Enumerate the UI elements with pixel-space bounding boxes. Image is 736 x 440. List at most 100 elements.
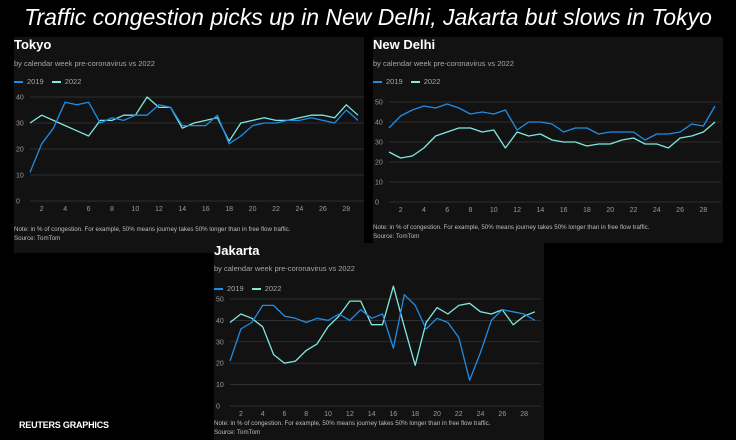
x-tick-label: 28 <box>699 207 707 214</box>
x-tick-label: 2 <box>399 207 403 214</box>
series-line-2019 <box>388 103 716 141</box>
chart-title: New Delhi <box>373 37 436 52</box>
source-text: Source: TomTom <box>14 235 61 242</box>
y-tick-label: 40 <box>375 120 383 127</box>
x-tick-label: 14 <box>368 411 376 418</box>
y-tick-label: 20 <box>16 147 24 154</box>
x-tick-label: 16 <box>560 207 568 214</box>
chart-legend: 2019 2022 <box>214 284 281 293</box>
x-tick-label: 6 <box>283 411 287 418</box>
legend-swatch-2019 <box>14 80 23 83</box>
y-tick-label: 50 <box>216 297 224 304</box>
chart-note: Note: in % of congestion. For example, 5… <box>14 225 290 243</box>
x-tick-label: 24 <box>653 207 661 214</box>
x-tick-label: 2 <box>239 411 243 418</box>
chart-panel-jakarta: Jakarta by calendar week pre-coronavirus… <box>214 243 544 440</box>
y-tick-label: 20 <box>216 361 224 368</box>
y-tick-label: 40 <box>16 95 24 102</box>
legend-label-2022: 2022 <box>64 77 82 86</box>
x-tick-label: 14 <box>536 207 544 214</box>
headline: Traffic congestion picks up in New Delhi… <box>24 4 712 30</box>
x-tick-label: 6 <box>445 207 449 214</box>
x-tick-label: 8 <box>469 207 473 214</box>
x-tick-label: 28 <box>342 206 350 213</box>
note-text: Note: in % of congestion. For example, 5… <box>214 420 491 427</box>
x-tick-label: 6 <box>87 206 91 213</box>
x-tick-label: 26 <box>498 411 506 418</box>
series-line-2022 <box>388 121 716 159</box>
chart-note: Note: in % of congestion. For example, 5… <box>214 419 490 437</box>
series-line-2022 <box>29 96 359 142</box>
legend-swatch-2022 <box>410 80 420 83</box>
y-tick-label: 0 <box>375 200 379 207</box>
legend-label-2019: 2019 <box>27 77 44 86</box>
x-tick-label: 10 <box>490 207 498 214</box>
x-tick-label: 22 <box>630 207 638 214</box>
x-tick-label: 12 <box>513 207 521 214</box>
chart-legend: 2019 2022 <box>14 77 81 86</box>
x-tick-label: 10 <box>324 411 332 418</box>
x-tick-label: 12 <box>346 411 354 418</box>
chart-title: Tokyo <box>14 37 52 52</box>
y-tick-label: 30 <box>375 140 383 147</box>
x-tick-label: 22 <box>272 206 280 213</box>
x-tick-label: 26 <box>319 206 327 213</box>
x-tick-label: 20 <box>606 207 614 214</box>
legend-swatch-2019 <box>214 287 223 290</box>
y-tick-label: 40 <box>216 318 224 325</box>
x-tick-label: 18 <box>225 206 233 213</box>
note-text: Note: in % of congestion. For example, 5… <box>14 226 291 233</box>
legend-swatch-2022 <box>251 287 261 290</box>
x-tick-label: 22 <box>455 411 463 418</box>
x-tick-label: 4 <box>422 207 426 214</box>
x-tick-label: 26 <box>676 207 684 214</box>
source-text: Source: TomTom <box>214 429 261 436</box>
chart-title: Jakarta <box>214 243 260 258</box>
series-line-2019 <box>229 294 536 381</box>
series-line-2019 <box>29 101 359 173</box>
legend-label-2022: 2022 <box>423 77 441 86</box>
x-tick-label: 14 <box>178 206 186 213</box>
chart-note: Note: in % of congestion. For example, 5… <box>373 223 649 241</box>
x-tick-label: 2 <box>40 206 44 213</box>
chart-subtitle: by calendar week pre-coronavirus vs 2022 <box>214 264 355 273</box>
x-tick-label: 28 <box>520 411 528 418</box>
chart-subtitle: by calendar week pre-coronavirus vs 2022 <box>14 59 155 68</box>
chart-subtitle: by calendar week pre-coronavirus vs 2022 <box>373 59 514 68</box>
series-line-2022 <box>229 285 536 366</box>
x-tick-label: 16 <box>389 411 397 418</box>
x-tick-label: 12 <box>155 206 163 213</box>
source-text: Source: TomTom <box>373 233 420 240</box>
y-tick-label: 0 <box>216 404 220 411</box>
y-tick-label: 10 <box>16 173 24 180</box>
x-tick-label: 24 <box>296 206 304 213</box>
y-tick-label: 20 <box>375 160 383 167</box>
y-tick-label: 10 <box>375 180 383 187</box>
legend-swatch-2022 <box>51 80 61 83</box>
y-tick-label: 30 <box>216 339 224 346</box>
x-tick-label: 24 <box>477 411 485 418</box>
x-tick-label: 4 <box>261 411 265 418</box>
x-tick-label: 20 <box>249 206 257 213</box>
y-tick-label: 50 <box>375 100 383 107</box>
x-tick-label: 20 <box>433 411 441 418</box>
reuters-graphics-logo: REUTERS GRAPHICS <box>19 420 109 430</box>
x-tick-label: 16 <box>202 206 210 213</box>
chart-panel-tokyo: Tokyo by calendar week pre-coronavirus v… <box>14 37 364 253</box>
y-tick-label: 30 <box>16 121 24 128</box>
note-text: Note: in % of congestion. For example, 5… <box>373 224 650 231</box>
x-tick-label: 10 <box>132 206 140 213</box>
x-tick-label: 8 <box>304 411 308 418</box>
x-tick-label: 18 <box>411 411 419 418</box>
x-tick-label: 8 <box>110 206 114 213</box>
legend-label-2022: 2022 <box>264 284 282 293</box>
legend-label-2019: 2019 <box>386 77 403 86</box>
legend-label-2019: 2019 <box>227 284 244 293</box>
x-tick-label: 18 <box>583 207 591 214</box>
chart-legend: 2019 2022 <box>373 77 440 86</box>
legend-swatch-2019 <box>373 80 382 83</box>
chart-panel-new-delhi: New Delhi by calendar week pre-coronavir… <box>373 37 723 243</box>
